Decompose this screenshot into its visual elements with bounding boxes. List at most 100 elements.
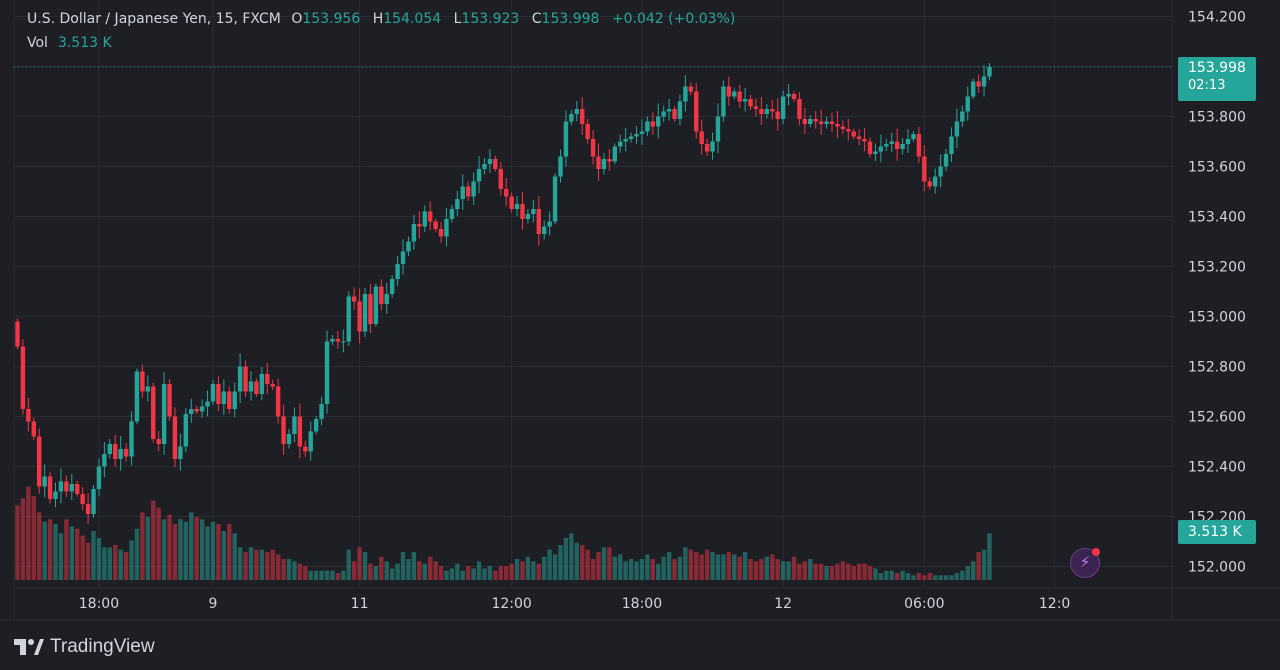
- candle-body[interactable]: [905, 139, 911, 144]
- candle-body[interactable]: [351, 296, 357, 302]
- candle-body[interactable]: [694, 91, 699, 132]
- candle-body[interactable]: [465, 186, 471, 197]
- candle-body[interactable]: [493, 159, 498, 169]
- candle-body[interactable]: [726, 86, 732, 97]
- candle-body[interactable]: [42, 476, 47, 487]
- candle-body[interactable]: [585, 124, 590, 139]
- candle-body[interactable]: [31, 421, 36, 437]
- candle-body[interactable]: [411, 224, 417, 242]
- candle-body[interactable]: [400, 251, 406, 265]
- candle-body[interactable]: [422, 211, 427, 227]
- candle-body[interactable]: [232, 391, 237, 410]
- candle-body[interactable]: [324, 341, 330, 405]
- candle-body[interactable]: [596, 156, 601, 170]
- candle-body[interactable]: [26, 409, 31, 422]
- candle-body[interactable]: [742, 99, 748, 102]
- candle-body[interactable]: [281, 416, 286, 445]
- candle-body[interactable]: [80, 494, 85, 504]
- candle-body[interactable]: [666, 109, 672, 112]
- candle-body[interactable]: [932, 176, 938, 187]
- candle-body[interactable]: [970, 81, 976, 97]
- candle-body[interactable]: [569, 114, 574, 122]
- candle-body[interactable]: [96, 466, 102, 490]
- candle-body[interactable]: [254, 381, 259, 395]
- candle-body[interactable]: [303, 446, 308, 452]
- candle-body[interactable]: [389, 279, 395, 294]
- candle-body[interactable]: [927, 181, 932, 187]
- candle-body[interactable]: [683, 86, 688, 102]
- candle-body[interactable]: [15, 321, 20, 347]
- candle-body[interactable]: [373, 286, 379, 325]
- candle-body[interactable]: [102, 454, 107, 467]
- candle-body[interactable]: [384, 294, 389, 304]
- candle-body[interactable]: [525, 214, 531, 219]
- candle-body[interactable]: [471, 181, 476, 197]
- candle-body[interactable]: [357, 301, 362, 332]
- candle-body[interactable]: [417, 224, 422, 227]
- candle-body[interactable]: [194, 409, 199, 412]
- candle-body[interactable]: [753, 106, 759, 110]
- candle-body[interactable]: [275, 386, 281, 417]
- candle-body[interactable]: [699, 131, 704, 145]
- candle-body[interactable]: [286, 434, 292, 444]
- candle-body[interactable]: [37, 436, 42, 487]
- candle-body[interactable]: [645, 121, 650, 132]
- candle-body[interactable]: [628, 136, 634, 140]
- candle-body[interactable]: [808, 119, 813, 124]
- candle-body[interactable]: [981, 76, 987, 87]
- candle-body[interactable]: [183, 414, 189, 447]
- candle-body[interactable]: [764, 109, 770, 114]
- candle-body[interactable]: [634, 134, 639, 137]
- candle-body[interactable]: [433, 221, 438, 230]
- candle-body[interactable]: [710, 141, 715, 152]
- candle-body[interactable]: [965, 96, 970, 112]
- candle-body[interactable]: [227, 391, 232, 410]
- candle-body[interactable]: [335, 339, 341, 342]
- candle-body[interactable]: [721, 86, 726, 117]
- candle-body[interactable]: [889, 141, 894, 145]
- candle-body[interactable]: [552, 176, 558, 222]
- candle-body[interactable]: [134, 371, 140, 422]
- candle-body[interactable]: [514, 204, 520, 209]
- candle-body[interactable]: [189, 409, 194, 414]
- candle-body[interactable]: [482, 164, 487, 169]
- candle-body[interactable]: [308, 431, 313, 452]
- candle-body[interactable]: [319, 404, 324, 419]
- candle-body[interactable]: [954, 121, 960, 137]
- candle-body[interactable]: [85, 504, 91, 514]
- candle-body[interactable]: [943, 154, 949, 167]
- candle-body[interactable]: [216, 384, 221, 404]
- candle-body[interactable]: [91, 489, 96, 514]
- candle-body[interactable]: [330, 339, 335, 342]
- candle-body[interactable]: [623, 139, 628, 142]
- candle-body[interactable]: [715, 116, 721, 142]
- candle-body[interactable]: [406, 241, 411, 252]
- candle-body[interactable]: [145, 386, 151, 392]
- candle-body[interactable]: [656, 116, 661, 127]
- candle-body[interactable]: [509, 196, 514, 210]
- candle-body[interactable]: [590, 139, 596, 157]
- candle-body[interactable]: [558, 156, 563, 177]
- candle-body[interactable]: [661, 111, 666, 117]
- candle-body[interactable]: [748, 99, 753, 107]
- candle-body[interactable]: [156, 439, 161, 444]
- candle-body[interactable]: [64, 481, 69, 492]
- tradingview-brand[interactable]: TradingView: [14, 636, 155, 658]
- candle-body[interactable]: [574, 109, 579, 114]
- candle-body[interactable]: [688, 86, 694, 92]
- candle-body[interactable]: [759, 109, 764, 114]
- candle-body[interactable]: [221, 391, 227, 405]
- candle-body[interactable]: [113, 444, 118, 459]
- candle-body[interactable]: [498, 169, 503, 189]
- candle-body[interactable]: [58, 481, 64, 492]
- candle-body[interactable]: [813, 119, 818, 122]
- candle-body[interactable]: [123, 449, 129, 457]
- candle-body[interactable]: [341, 341, 346, 343]
- candle-body[interactable]: [542, 226, 547, 235]
- candle-body[interactable]: [911, 134, 916, 139]
- candle-body[interactable]: [205, 401, 210, 407]
- candle-body[interactable]: [960, 111, 965, 122]
- candle-body[interactable]: [580, 109, 585, 124]
